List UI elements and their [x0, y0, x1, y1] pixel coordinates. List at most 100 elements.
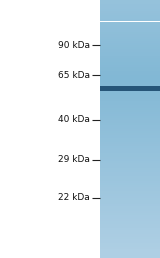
Bar [100, 0, 160, 2]
Bar [100, 234, 160, 237]
Bar [100, 138, 160, 140]
Bar [100, 159, 160, 161]
Bar [100, 67, 160, 69]
Bar [100, 45, 160, 47]
Bar [100, 191, 160, 194]
Bar [100, 2, 160, 4]
Bar [100, 26, 160, 28]
Bar [100, 224, 160, 226]
Bar [100, 54, 160, 56]
Bar [100, 219, 160, 221]
Bar [100, 168, 160, 170]
Bar [100, 245, 160, 247]
Bar [100, 21, 160, 24]
Bar [100, 99, 160, 101]
Bar [100, 4, 160, 6]
Bar [100, 110, 160, 112]
Bar [100, 133, 160, 135]
Bar [100, 170, 160, 172]
Bar [100, 208, 160, 211]
Bar [100, 202, 160, 204]
Bar [100, 34, 160, 37]
Bar [100, 228, 160, 230]
Bar [100, 77, 160, 79]
Bar [100, 47, 160, 50]
Bar [100, 163, 160, 166]
Text: 65 kDa: 65 kDa [58, 70, 90, 79]
Bar [100, 79, 160, 82]
Bar [100, 52, 160, 54]
Bar [100, 211, 160, 213]
Bar [100, 215, 160, 217]
Bar [100, 11, 160, 13]
Bar [100, 150, 160, 153]
Text: 40 kDa: 40 kDa [58, 116, 90, 125]
Bar [100, 157, 160, 159]
Bar [100, 85, 160, 91]
Bar [100, 13, 160, 15]
Bar [100, 17, 160, 19]
Bar [100, 95, 160, 97]
Bar [100, 41, 160, 43]
Bar [100, 24, 160, 26]
Bar [100, 153, 160, 155]
Bar [100, 187, 160, 189]
Bar [100, 101, 160, 103]
Bar [100, 123, 160, 125]
Bar [100, 194, 160, 196]
Bar [100, 131, 160, 133]
Bar [100, 252, 160, 254]
Bar [100, 120, 160, 123]
Bar [100, 254, 160, 256]
Bar [100, 206, 160, 208]
Bar [100, 135, 160, 138]
Bar [100, 73, 160, 75]
Bar [100, 142, 160, 144]
Bar [100, 92, 160, 95]
Bar [100, 75, 160, 77]
Text: 29 kDa: 29 kDa [58, 156, 90, 165]
Bar [100, 239, 160, 241]
Bar [100, 155, 160, 157]
Bar [100, 148, 160, 150]
Bar [100, 166, 160, 168]
Bar [100, 196, 160, 198]
Bar [100, 174, 160, 176]
Bar [100, 69, 160, 71]
Bar [100, 84, 160, 86]
Bar [100, 9, 160, 11]
Bar [100, 241, 160, 243]
Bar [100, 221, 160, 224]
Bar [100, 60, 160, 62]
Bar [100, 243, 160, 245]
Bar [100, 118, 160, 120]
Bar [100, 247, 160, 249]
Text: 22 kDa: 22 kDa [58, 194, 90, 203]
Bar [100, 183, 160, 185]
Text: 90 kDa: 90 kDa [58, 41, 90, 50]
Bar [100, 105, 160, 108]
Bar [100, 56, 160, 58]
Bar [100, 58, 160, 60]
Bar [100, 179, 160, 181]
Bar [100, 116, 160, 118]
Bar [100, 112, 160, 114]
Bar [100, 161, 160, 163]
Bar [100, 185, 160, 187]
Bar [100, 37, 160, 39]
Bar [100, 97, 160, 99]
Bar [100, 64, 160, 67]
Bar [100, 125, 160, 127]
Bar [100, 32, 160, 34]
Bar [100, 181, 160, 183]
Bar [100, 230, 160, 232]
Bar [100, 217, 160, 219]
Bar [100, 15, 160, 17]
Bar [100, 86, 160, 88]
Bar [100, 140, 160, 142]
Bar [100, 176, 160, 179]
Bar [100, 6, 160, 9]
Bar [100, 88, 160, 90]
Bar [100, 226, 160, 228]
Bar [100, 146, 160, 148]
